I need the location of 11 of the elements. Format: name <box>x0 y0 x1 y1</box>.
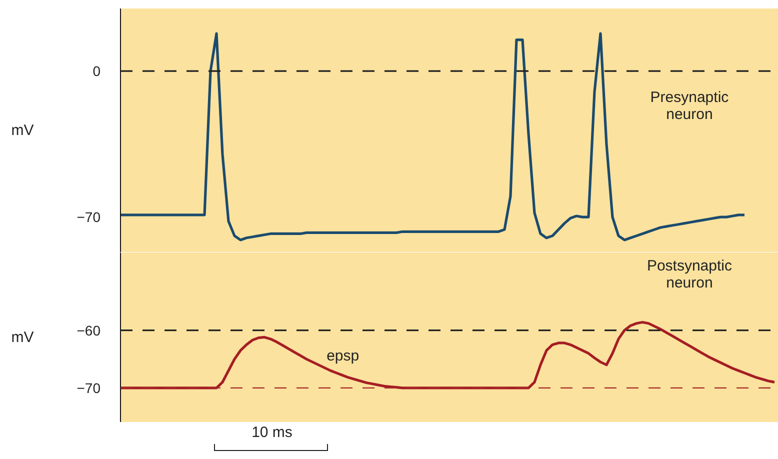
text: Presynaptic neuron <box>650 89 730 124</box>
line-series <box>120 32 746 242</box>
annotation: epsp <box>326 348 360 365</box>
y-axis-title: mV <box>11 329 34 346</box>
y-axis-title: mV <box>11 122 34 139</box>
y-tick-label: −70 <box>76 380 101 396</box>
scale-bar: 10 ms <box>0 422 778 458</box>
y-tick-label: 0 <box>92 63 101 80</box>
y-tick-label: −60 <box>76 322 101 338</box>
y-tick-label: −70 <box>76 209 101 226</box>
text: Postsynaptic neuron <box>646 258 732 292</box>
